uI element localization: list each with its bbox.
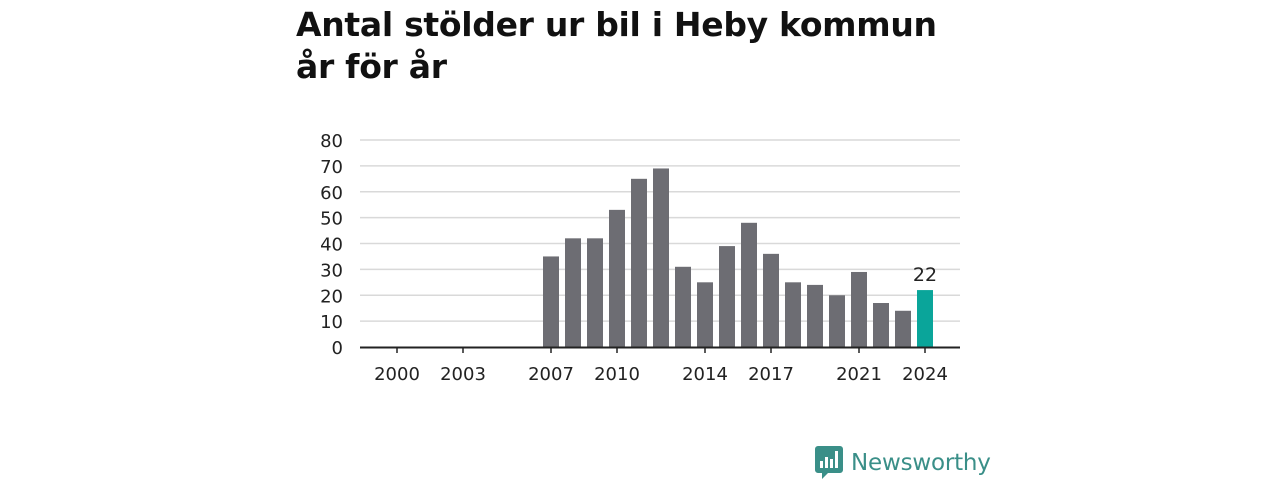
newsworthy-brand: Newsworthy xyxy=(815,446,991,480)
bar-2009 xyxy=(587,238,603,347)
x-axis-tick-labels: 2000 2003 2007 2010 2014 2017 2021 2024 xyxy=(374,364,948,385)
brand-name: Newsworthy xyxy=(851,450,991,476)
newsworthy-logo-icon xyxy=(815,446,843,479)
x-tick-label-2010: 2010 xyxy=(594,364,640,385)
x-tick-label-2003: 2003 xyxy=(440,364,486,385)
bar-2013 xyxy=(675,266,691,347)
y-tick-label-70: 70 xyxy=(320,157,343,178)
bar-2022 xyxy=(873,303,889,347)
x-axis xyxy=(360,346,960,353)
data-labels: 22 xyxy=(913,264,937,286)
bar-2008 xyxy=(565,238,581,347)
y-axis-tick-labels: 0 10 20 30 40 50 60 70 80 xyxy=(320,131,343,359)
bar-2007 xyxy=(543,256,559,347)
bar-2017 xyxy=(763,253,779,347)
y-tick-label-60: 60 xyxy=(320,183,343,204)
x-tick-label-2021: 2021 xyxy=(836,364,882,385)
bar-2016 xyxy=(741,222,757,347)
x-tick-label-2024: 2024 xyxy=(902,364,948,385)
bar-2012 xyxy=(653,168,669,347)
y-tick-label-20: 20 xyxy=(320,286,343,307)
bar-2019 xyxy=(807,284,823,347)
y-tick-label-30: 30 xyxy=(320,260,343,281)
bar-2023 xyxy=(895,310,911,347)
bar-2011 xyxy=(631,178,647,347)
bar-2018 xyxy=(785,282,801,347)
x-tick-label-2017: 2017 xyxy=(748,364,794,385)
y-tick-label-40: 40 xyxy=(320,235,343,256)
bar-2014 xyxy=(697,282,713,347)
bar-2021 xyxy=(851,271,867,347)
x-tick-label-2014: 2014 xyxy=(682,364,728,385)
y-tick-label-10: 10 xyxy=(320,312,343,333)
chart-title: Antal stölder ur bil i Heby kommun år fö… xyxy=(296,5,937,86)
y-tick-label-50: 50 xyxy=(320,209,343,230)
bars xyxy=(543,168,933,347)
bar-2010 xyxy=(609,209,625,347)
bar-2015 xyxy=(719,246,735,347)
x-tick-label-2007: 2007 xyxy=(528,364,574,385)
data-label-2024: 22 xyxy=(913,264,937,286)
bar-2020 xyxy=(829,295,845,347)
y-tick-label-0: 0 xyxy=(332,338,343,359)
x-tick-label-2000: 2000 xyxy=(374,364,420,385)
bar-2024 xyxy=(917,290,933,347)
y-tick-label-80: 80 xyxy=(320,131,343,152)
